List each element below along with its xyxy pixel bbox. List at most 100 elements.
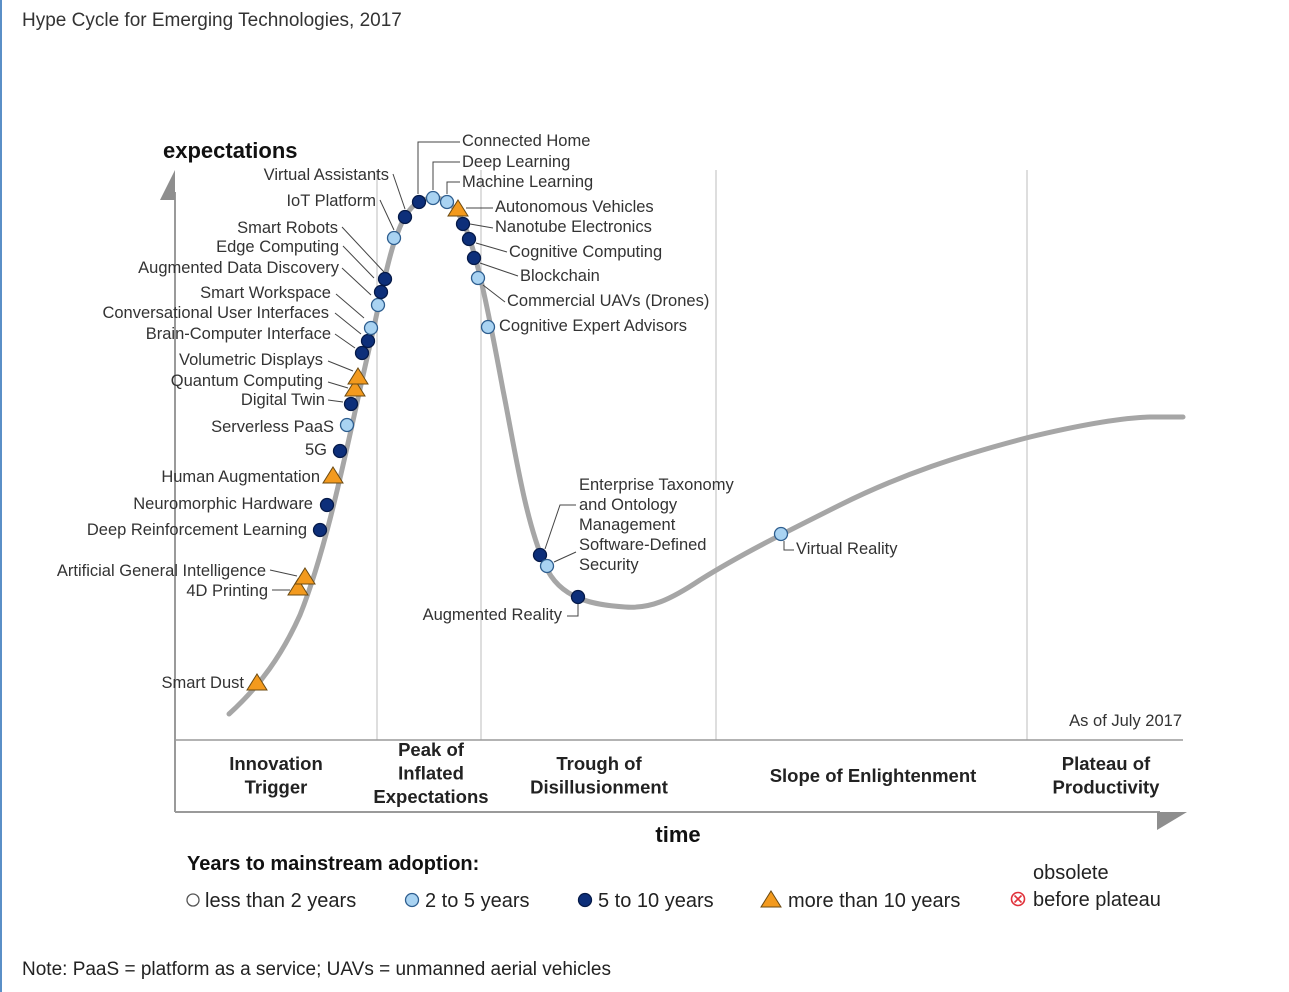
legend-item-2to5-marker	[404, 892, 420, 908]
tech-software-defined-security-leader	[553, 551, 577, 563]
tech-virtual-assistants-label: Virtual Assistants	[264, 166, 389, 184]
tech-cognitive-expert-advisors-label: Cognitive Expert Advisors	[499, 317, 687, 335]
x-axis-arrow	[1157, 812, 1187, 830]
legend-item-gt10-marker	[760, 890, 782, 908]
tech-connected-home-leader	[417, 141, 460, 194]
tech-augmented-data-discovery-label: Augmented Data Discovery	[138, 259, 340, 277]
legend-item-5to10-label: 5 to 10 years	[598, 890, 714, 912]
tech-quantum-computing-leader	[327, 381, 349, 389]
as-of-label: As of July 2017	[1069, 712, 1182, 730]
tech-brain-computer-interface-leader	[334, 333, 356, 349]
tech-enterprise-taxonomy-and-ontology-management-marker	[532, 547, 548, 563]
tech-autonomous-vehicles-marker	[447, 199, 469, 217]
tech-connected-home-label: Connected Home	[462, 132, 590, 150]
tech-volumetric-displays-leader	[327, 360, 354, 372]
tech-machine-learning-marker	[439, 194, 455, 210]
tech-smart-workspace-marker	[363, 320, 379, 336]
tech-software-defined-security-label: Software-Defined Security	[579, 536, 706, 574]
tech-smart-workspace-leader	[335, 293, 365, 319]
tech-brain-computer-interface-marker	[354, 345, 370, 361]
technology-markers: Smart Dust 4D Printing Artificial General …	[57, 132, 898, 692]
phase-label-1: Innovation Trigger	[229, 753, 323, 798]
tech-enterprise-taxonomy-and-ontology-management-leader	[544, 504, 576, 550]
tech-volumetric-displays-marker	[347, 367, 369, 385]
x-axis-label: time	[655, 822, 700, 847]
tech-software-defined-security-marker	[539, 558, 555, 574]
phase-label-5: Plateau of Productivity	[1053, 753, 1161, 798]
tech-deep-learning-marker	[425, 190, 441, 206]
y-axis-arrow	[160, 170, 175, 200]
tech-virtual-reality-marker	[773, 526, 789, 542]
tech-virtual-reality-label: Virtual Reality	[796, 540, 898, 558]
tech-volumetric-displays-label: Volumetric Displays	[179, 351, 323, 369]
tech-neuromorphic-hardware-label: Neuromorphic Hardware	[133, 495, 313, 513]
tech-augmented-reality-leader	[567, 604, 579, 617]
legend-title: Years to mainstream adoption:	[187, 853, 479, 875]
tech-blockchain-label: Blockchain	[520, 267, 600, 285]
legend: Years to mainstream adoption: less than 2…	[186, 853, 1161, 912]
tech-smart-robots-label: Smart Robots	[237, 219, 338, 237]
tech-serverless-paas-label: Serverless PaaS	[211, 418, 334, 436]
tech-cognitive-expert-advisors-marker	[480, 319, 496, 335]
legend-item-gt10-label: more than 10 years	[788, 890, 960, 912]
tech-deep-learning-label: Deep Learning	[462, 153, 570, 171]
tech-serverless-paas-marker	[339, 417, 355, 433]
page-title: Hype Cycle for Emerging Technologies, 20…	[22, 10, 402, 31]
tech-augmented-reality-marker	[570, 589, 586, 605]
frame-border	[0, 0, 2, 992]
tech-conversational-user-interfaces-marker	[360, 333, 376, 349]
tech-digital-twin-marker	[343, 396, 359, 412]
tech-iot-platform-leader	[379, 199, 395, 231]
tech-digital-twin-label: Digital Twin	[241, 391, 325, 409]
tech-artificial-general-intelligence-label: Artificial General Intelligence	[57, 562, 266, 580]
tech-smart-robots-leader	[341, 226, 385, 273]
tech-artificial-general-intelligence-marker	[294, 567, 316, 585]
legend-item-obsolete-label: obsolete before plateau	[1033, 862, 1161, 911]
tech-smart-workspace-label: Smart Workspace	[200, 284, 331, 302]
tech-digital-twin-leader	[327, 399, 344, 403]
tech-quantum-computing-label: Quantum Computing	[171, 372, 323, 390]
tech-brain-computer-interface-label: Brain-Computer Interface	[146, 325, 331, 343]
tech-blockchain-leader	[479, 262, 519, 277]
tech-augmented-reality-label: Augmented Reality	[423, 606, 563, 624]
tech-conversational-user-interfaces-leader	[334, 312, 362, 335]
legend-item-5to10-marker	[577, 892, 593, 908]
tech-deep-learning-leader	[432, 161, 460, 190]
legend-item-2to5-label: 2 to 5 years	[425, 890, 530, 912]
legend-item-lt2-label: less than 2 years	[205, 890, 356, 912]
tech-iot-platform-label: IoT Platform	[286, 192, 376, 210]
tech-5g-marker	[332, 443, 348, 459]
tech-iot-platform-marker	[386, 230, 402, 246]
tech-human-augmentation-marker	[322, 466, 344, 484]
tech-human-augmentation-label: Human Augmentation	[161, 468, 320, 486]
tech-nanotube-electronics-label: Nanotube Electronics	[495, 218, 652, 236]
phase-label-3: Trough of Disillusionment	[530, 753, 668, 798]
tech-nanotube-electronics-leader	[469, 223, 494, 229]
tech-blockchain-marker	[466, 250, 482, 266]
tech-machine-learning-label: Machine Learning	[462, 173, 593, 191]
legend-item-obsolete-marker	[1010, 891, 1026, 907]
tech-neuromorphic-hardware-marker	[319, 497, 335, 513]
tech-edge-computing-label: Edge Computing	[216, 238, 339, 256]
tech-nanotube-electronics-marker	[455, 216, 471, 232]
tech-augmented-data-discovery-leader	[341, 267, 372, 296]
tech-cognitive-computing-leader	[475, 242, 508, 253]
tech-enterprise-taxonomy-and-ontology-management-label: Enterprise Taxonomy and Ontology Managemen…	[579, 476, 734, 534]
tech-cognitive-computing-label: Cognitive Computing	[509, 243, 662, 261]
tech-deep-reinforcement-learning-marker	[312, 522, 328, 538]
tech-edge-computing-leader	[342, 245, 375, 279]
y-axis-label: expectations	[163, 138, 298, 163]
tech-5g-label: 5G	[305, 441, 327, 459]
tech-commercial-uavs-drones-label: Commercial UAVs (Drones)	[507, 292, 709, 310]
tech-virtual-assistants-leader	[392, 173, 406, 210]
tech-connected-home-marker	[411, 194, 427, 210]
tech-deep-reinforcement-learning-label: Deep Reinforcement Learning	[87, 521, 307, 539]
tech-smart-dust-label: Smart Dust	[161, 674, 244, 692]
tech-edge-computing-marker	[373, 284, 389, 300]
footnote: Note: PaaS = platform as a service; UAVs…	[22, 959, 611, 980]
tech-4d-printing-label: 4D Printing	[186, 582, 268, 600]
tech-artificial-general-intelligence-leader	[269, 569, 298, 577]
phase-label-4: Slope of Enlightenment	[770, 765, 977, 786]
tech-cognitive-computing-marker	[461, 231, 477, 247]
